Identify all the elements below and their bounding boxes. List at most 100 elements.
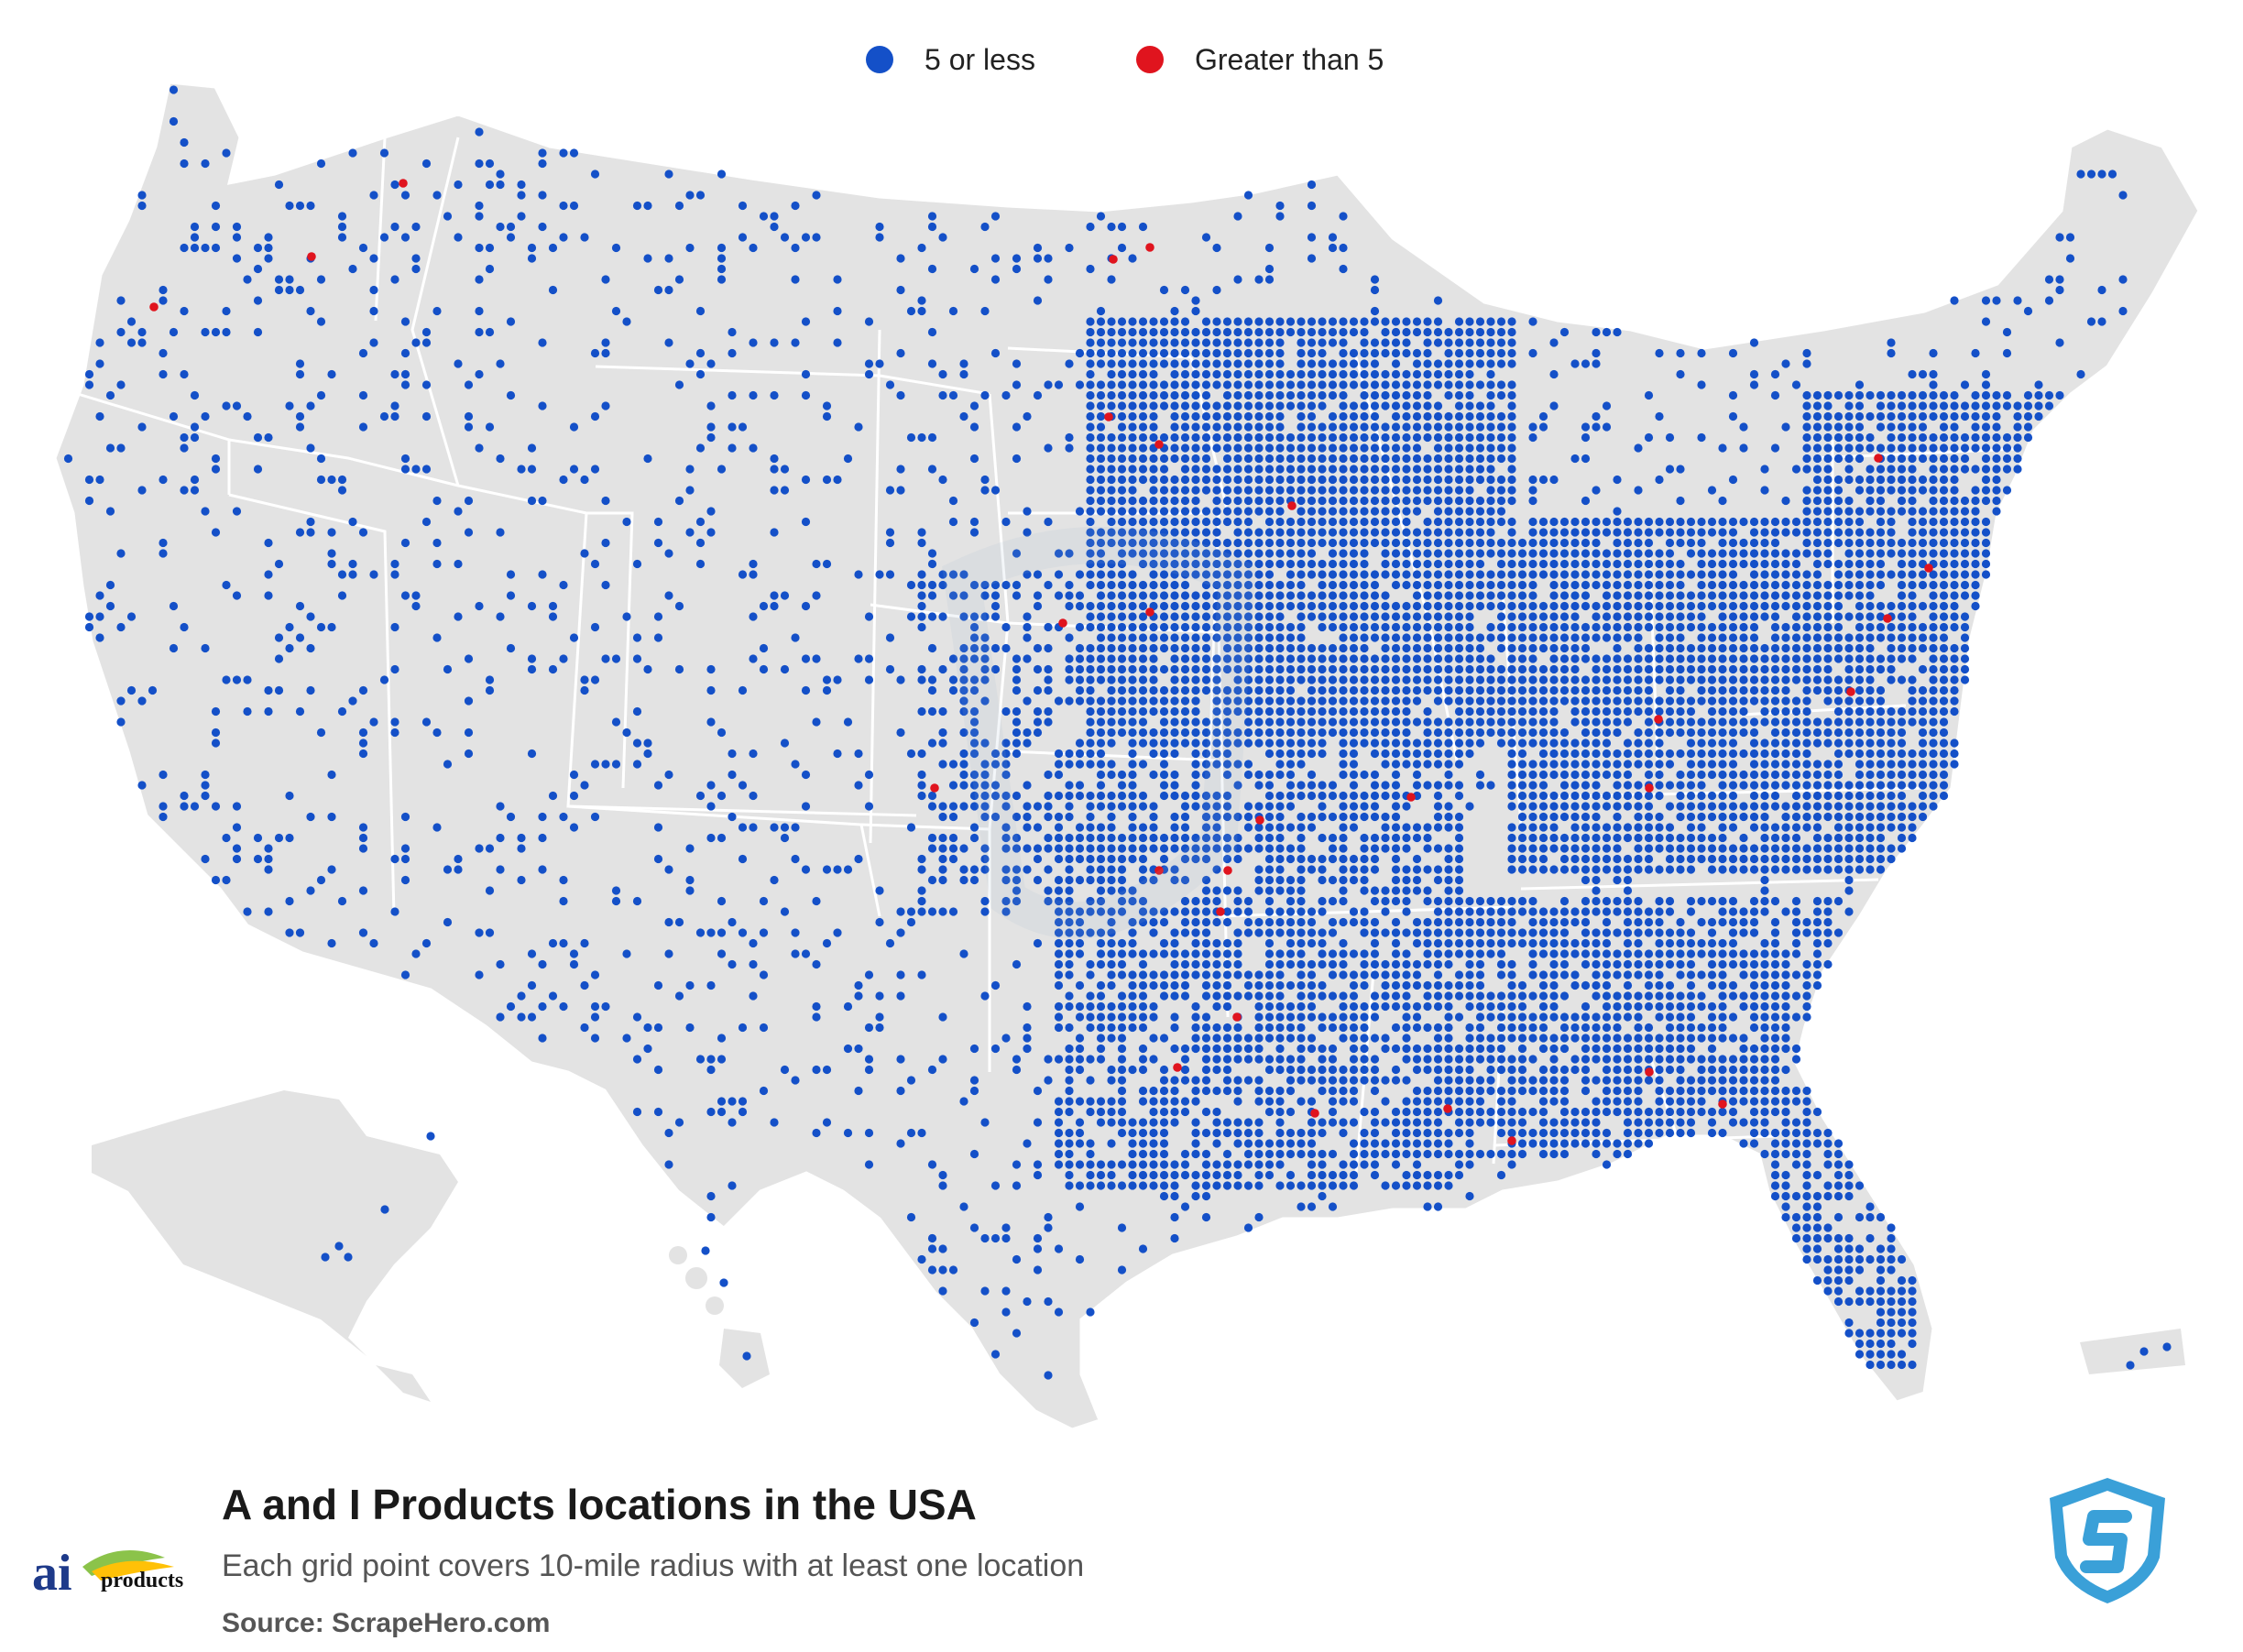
low-count-marker	[1033, 844, 1043, 853]
low-count-marker	[1243, 738, 1253, 748]
low-count-marker	[1686, 749, 1696, 759]
low-count-marker	[1149, 664, 1158, 674]
low-count-marker	[506, 643, 516, 653]
low-count-marker	[1402, 833, 1411, 843]
low-count-marker	[1770, 749, 1780, 759]
low-count-marker	[728, 422, 737, 432]
low-count-marker	[1676, 591, 1685, 600]
low-count-marker	[1180, 327, 1190, 337]
low-count-marker	[1454, 580, 1464, 590]
low-count-marker	[1128, 633, 1137, 642]
low-count-marker	[927, 833, 937, 843]
low-count-marker	[1507, 422, 1516, 432]
low-count-marker	[1559, 770, 1570, 780]
low-count-marker	[1623, 622, 1633, 632]
low-count-marker	[1655, 559, 1664, 569]
low-count-marker	[959, 664, 968, 674]
low-count-marker	[306, 612, 315, 621]
low-count-marker	[1117, 770, 1127, 780]
low-count-marker	[1423, 327, 1432, 337]
low-count-marker	[653, 538, 663, 548]
low-count-marker	[1012, 738, 1022, 748]
low-count-marker	[1044, 802, 1053, 811]
low-count-marker	[1138, 907, 1148, 916]
low-count-marker	[1739, 559, 1748, 569]
low-count-marker	[421, 938, 432, 948]
low-count-marker	[1391, 938, 1401, 948]
low-count-marker	[1318, 675, 1327, 684]
low-count-marker	[1349, 706, 1359, 717]
low-count-marker	[1201, 549, 1211, 558]
low-count-marker	[1423, 844, 1432, 853]
low-count-marker	[1201, 233, 1211, 242]
low-count-marker	[1823, 738, 1833, 748]
low-count-marker	[1939, 475, 1949, 485]
low-count-marker	[1275, 643, 1285, 653]
low-count-marker	[327, 369, 336, 379]
low-count-marker	[1159, 549, 1169, 558]
low-count-marker	[664, 254, 673, 263]
low-count-marker	[1254, 643, 1264, 653]
low-count-marker	[1318, 369, 1327, 379]
low-count-marker	[1349, 570, 1359, 579]
low-count-marker	[717, 243, 727, 253]
low-count-marker	[959, 770, 968, 780]
low-count-marker	[211, 201, 221, 211]
low-count-marker	[559, 475, 568, 485]
low-count-marker	[264, 243, 273, 253]
low-count-marker	[1833, 411, 1844, 421]
low-count-marker	[1707, 833, 1717, 843]
low-count-marker	[1718, 528, 1727, 537]
low-count-marker	[1128, 675, 1137, 684]
low-count-marker	[1791, 696, 1801, 706]
low-count-marker	[1728, 928, 1738, 937]
low-count-marker	[1402, 486, 1411, 495]
low-count-marker	[1908, 760, 1917, 769]
low-count-marker	[980, 791, 990, 801]
low-count-marker	[1981, 317, 1991, 326]
low-count-marker	[728, 917, 737, 927]
low-count-marker	[1465, 348, 1474, 358]
low-count-marker	[1581, 528, 1591, 537]
low-count-marker	[1697, 517, 1706, 527]
low-count-marker	[1307, 486, 1317, 495]
low-count-marker	[1602, 896, 1612, 906]
low-count-marker	[1159, 844, 1169, 853]
low-count-marker	[1222, 612, 1232, 621]
low-count-marker	[1370, 359, 1380, 368]
low-count-marker	[1086, 928, 1095, 937]
low-count-marker	[1939, 517, 1949, 527]
low-count-marker	[2002, 401, 2012, 410]
low-count-marker	[2086, 317, 2096, 326]
low-count-marker	[1844, 749, 1854, 759]
low-count-marker	[1665, 928, 1675, 937]
low-count-marker	[1833, 475, 1844, 485]
low-count-marker	[1065, 675, 1074, 684]
low-count-marker	[390, 622, 399, 632]
low-count-marker	[1191, 465, 1200, 474]
low-count-marker	[1349, 549, 1359, 558]
low-count-marker	[1286, 443, 1296, 453]
low-count-marker	[1676, 685, 1685, 695]
low-count-marker	[1128, 844, 1137, 853]
low-count-marker	[1159, 432, 1169, 443]
low-count-marker	[1570, 696, 1580, 706]
low-count-marker	[1475, 601, 1485, 611]
low-count-marker	[1887, 549, 1896, 558]
low-count-marker	[1728, 728, 1738, 738]
low-count-marker	[1381, 728, 1390, 738]
low-count-marker	[812, 233, 821, 242]
low-count-marker	[1866, 770, 1875, 780]
low-count-marker	[1159, 285, 1169, 295]
low-count-marker	[1770, 643, 1780, 653]
low-count-marker	[1339, 390, 1348, 400]
low-count-marker	[243, 411, 252, 421]
low-count-marker	[1096, 738, 1106, 748]
low-count-marker	[1950, 612, 1959, 621]
low-count-marker	[1549, 728, 1559, 738]
low-count-marker	[454, 559, 463, 569]
low-count-marker	[1149, 917, 1158, 927]
low-count-marker	[1739, 812, 1748, 822]
low-count-marker	[1728, 844, 1738, 853]
low-count-marker	[1065, 654, 1074, 663]
